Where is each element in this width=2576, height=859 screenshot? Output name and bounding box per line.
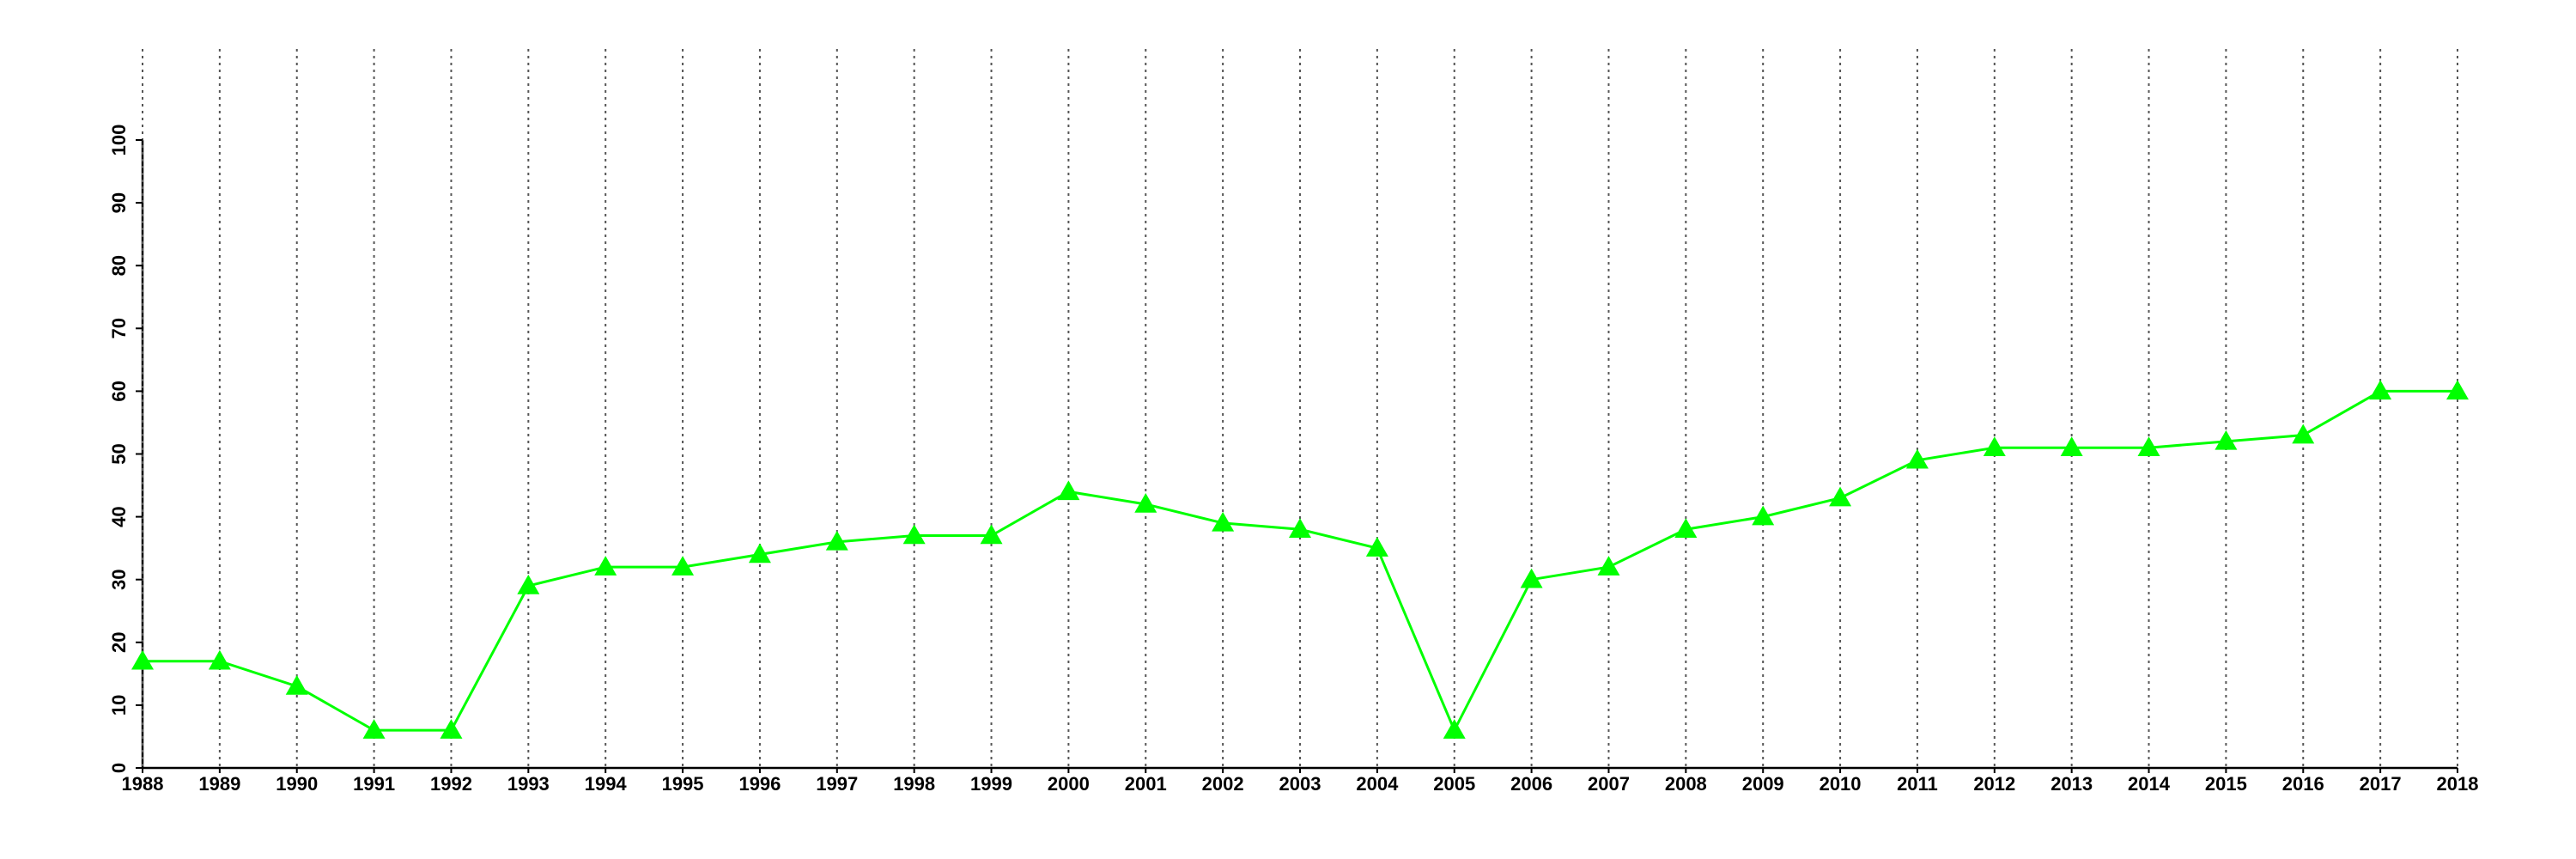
x-tick-label: 1999 [970,773,1012,795]
marker [131,649,154,670]
marker [1520,568,1543,588]
marker [1289,518,1311,538]
x-tick-label: 2016 [2282,773,2324,795]
x-tick-label: 2000 [1048,773,1090,795]
marker [2446,380,2469,400]
marker [2292,423,2315,444]
x-tick-label: 1994 [585,773,628,795]
y-tick-label: 70 [108,318,130,338]
marker [2215,430,2238,450]
marker [902,524,926,545]
x-tick-label: 2005 [1433,773,1475,795]
marker [440,719,463,739]
x-tick-label: 2006 [1510,773,1552,795]
x-tick-label: 2011 [1897,773,1938,795]
marker [1597,556,1620,576]
y-tick-label: 90 [108,192,130,213]
y-tick-label: 20 [108,632,130,653]
y-tick-label: 50 [108,443,130,464]
y-tick-label: 10 [108,695,130,716]
x-tick-label: 2008 [1665,773,1707,795]
marker [1829,486,1852,507]
marker [1905,448,1929,469]
x-tick-label: 2015 [2205,773,2247,795]
marker [748,543,771,564]
marker [2060,436,2083,456]
x-tick-label: 1997 [816,773,858,795]
y-tick-label: 100 [108,125,130,156]
x-tick-label: 2009 [1742,773,1784,795]
x-tick-label: 2017 [2360,773,2402,795]
x-tick-label: 1991 [353,773,395,795]
marker [1443,719,1466,739]
marker [1212,511,1235,532]
x-tick-label: 2018 [2437,773,2479,795]
x-tick-label: 2007 [1588,773,1630,795]
marker [285,674,308,695]
marker [1134,492,1157,513]
marker [2137,436,2160,456]
marker [1365,537,1388,557]
x-tick-label: 2002 [1202,773,1244,795]
x-tick-label: 2010 [1820,773,1862,795]
x-tick-label: 1998 [893,773,935,795]
x-tick-label: 1993 [507,773,550,795]
y-tick-label: 0 [108,763,130,773]
x-tick-label: 2001 [1125,773,1167,795]
marker [825,530,848,551]
marker [1674,518,1698,538]
y-tick-label: 80 [108,255,130,276]
x-tick-label: 1992 [430,773,472,795]
marker [594,556,617,576]
y-tick-label: 40 [108,506,130,527]
marker [1752,505,1775,526]
marker [1983,436,2006,456]
x-tick-label: 1988 [122,773,164,795]
y-tick-label: 30 [108,569,130,589]
marker [208,649,231,670]
x-tick-label: 1996 [738,773,781,795]
marker [980,524,1003,545]
x-tick-label: 2013 [2050,773,2093,795]
marker [671,556,695,576]
marker [1057,480,1080,501]
x-tick-label: 2004 [1356,773,1399,795]
marker [2369,380,2392,400]
y-tick-label: 60 [108,381,130,401]
marker [517,575,540,594]
x-tick-label: 1989 [198,773,240,795]
x-tick-label: 2012 [1973,773,2015,795]
x-tick-label: 1990 [276,773,318,795]
x-tick-label: 1995 [662,773,704,795]
marker [362,719,386,739]
x-tick-label: 2003 [1279,773,1321,795]
x-tick-label: 2014 [2128,773,2171,795]
